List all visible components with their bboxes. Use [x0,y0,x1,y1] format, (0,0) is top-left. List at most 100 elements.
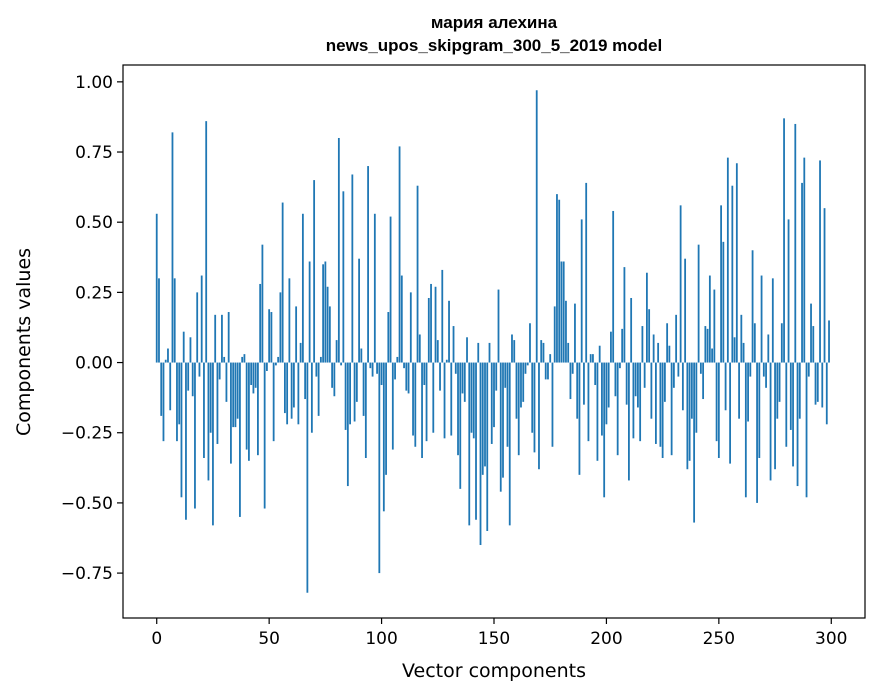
bar [268,309,271,363]
bar [200,275,203,363]
bar [396,356,399,363]
bar [367,166,369,363]
bar [463,362,466,402]
bar [508,362,511,526]
y-tick-label: −0.25 [61,424,113,444]
bar [637,362,639,408]
bar [717,362,720,458]
bar [223,356,226,363]
bar [529,323,531,363]
bar [661,362,664,458]
bar [171,132,174,363]
bar [729,362,731,464]
bar [364,362,367,458]
bar [657,342,660,363]
bar [196,292,199,363]
bar [457,362,459,456]
bar [450,362,453,436]
bar [167,348,169,363]
bar [274,362,277,366]
bar [488,342,491,363]
bar [825,362,828,425]
bar [340,362,343,366]
bar [286,362,289,425]
bar [758,362,761,458]
bar [735,163,738,363]
bar [162,362,165,442]
bar [290,362,293,419]
bar [650,362,653,419]
bar [621,328,624,363]
bar [169,362,172,411]
bar [360,348,363,363]
bar [376,362,378,374]
bar [180,362,183,498]
bar [418,334,421,363]
bar [385,362,387,475]
bar [261,244,264,363]
bar [342,191,345,363]
bar [331,362,334,388]
bar [346,362,349,487]
bar [490,362,493,444]
bar [589,354,592,363]
bar [623,267,626,363]
bar [173,278,176,363]
bar [583,362,585,405]
y-tick-label: 0.00 [75,354,113,374]
bar [643,362,646,388]
x-tick-label: 150 [478,629,510,649]
bar [803,157,806,363]
y-tick-label: −0.50 [61,494,113,514]
bar [538,362,540,470]
bar [810,303,812,363]
bar [315,362,318,377]
bar [344,362,347,430]
bar [828,320,830,363]
bar [553,306,556,363]
bar [373,213,376,363]
bar [695,362,698,433]
bar [394,362,396,380]
bar [668,345,671,363]
bar [189,337,192,363]
bar [479,362,482,546]
bar [304,362,307,400]
bar [780,323,783,363]
bar [596,362,599,461]
bar [762,362,765,377]
bar [266,362,268,371]
bar [699,362,702,374]
bar [598,345,601,363]
bar [178,362,181,425]
bar [816,362,819,402]
bar [221,314,223,363]
bar [468,362,471,526]
bar [277,356,280,363]
bar [587,362,590,442]
bar [209,362,212,433]
bar [726,157,729,363]
bar [481,362,484,475]
bar [659,362,662,447]
bar [641,326,644,363]
bar [313,180,316,363]
bar [767,334,770,363]
bar [558,199,561,363]
bar [436,340,439,363]
bar [628,362,630,481]
bar [484,362,486,467]
bar [292,362,295,408]
bar [477,342,480,363]
bar [241,356,244,363]
bar [594,362,597,386]
bar [706,328,709,363]
bar [353,362,356,422]
bar [502,362,504,478]
bar [576,362,579,419]
bar [652,334,655,363]
bar [407,362,410,394]
bar [295,306,298,363]
bar [654,362,657,444]
